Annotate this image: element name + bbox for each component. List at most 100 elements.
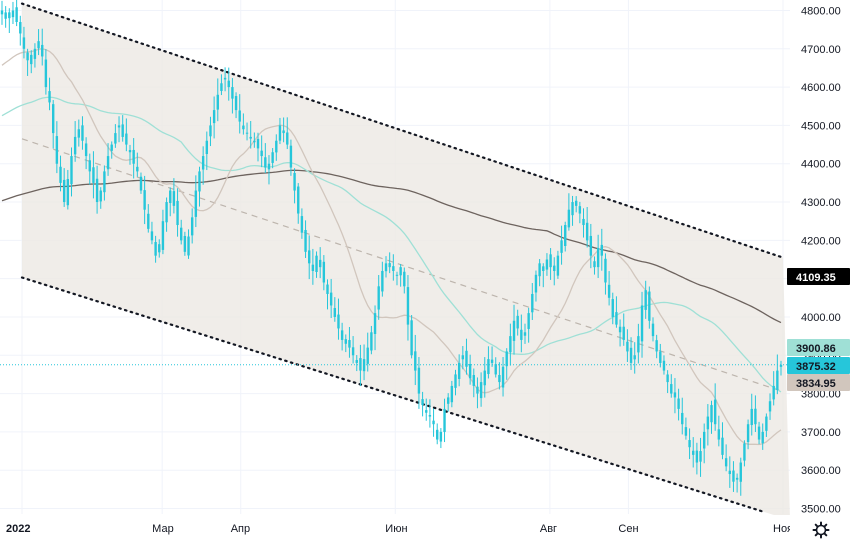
price-badges: 4109.35 3900.86 3875.32 3834.95 bbox=[787, 268, 850, 391]
candle bbox=[121, 115, 124, 142]
candles bbox=[0, 0, 783, 496]
candle-body bbox=[337, 314, 340, 329]
candle bbox=[505, 348, 508, 380]
x-axis[interactable]: 2022 Мар Апр Июн Авг Сен Ноя bbox=[0, 515, 850, 540]
x-tick-label: Мар bbox=[152, 523, 174, 535]
candle-body bbox=[260, 150, 263, 157]
candle bbox=[710, 400, 713, 434]
candle bbox=[238, 94, 241, 134]
candle bbox=[692, 437, 695, 468]
candle-body bbox=[209, 125, 212, 137]
candle-body bbox=[103, 171, 106, 193]
candle bbox=[139, 172, 143, 194]
candle bbox=[300, 208, 304, 239]
candle bbox=[114, 124, 117, 148]
candle-body bbox=[183, 235, 187, 252]
candle-body bbox=[505, 351, 508, 367]
candle-body bbox=[531, 293, 534, 313]
candle bbox=[604, 253, 607, 295]
candle bbox=[388, 252, 391, 274]
candle-body bbox=[44, 59, 48, 88]
candle-body bbox=[556, 255, 560, 276]
candle-body bbox=[443, 408, 446, 432]
candle bbox=[556, 250, 560, 279]
candle bbox=[487, 346, 490, 379]
candle-body bbox=[289, 145, 293, 168]
candle bbox=[132, 138, 135, 179]
candle-body bbox=[370, 332, 373, 351]
candle-body bbox=[125, 133, 128, 145]
candle bbox=[286, 117, 289, 150]
y-tick-label: 3500.00 bbox=[801, 504, 841, 516]
y-tick-label: 3800.00 bbox=[801, 389, 841, 401]
candle-body bbox=[479, 382, 483, 399]
candle-body bbox=[297, 186, 300, 214]
candle-body bbox=[161, 221, 165, 250]
candle-body bbox=[77, 129, 81, 138]
candle bbox=[158, 239, 161, 258]
y-tick-label: 4600.00 bbox=[801, 82, 841, 94]
candle-body bbox=[604, 258, 607, 283]
candle bbox=[260, 135, 263, 168]
candle bbox=[512, 304, 516, 355]
candle bbox=[84, 137, 88, 170]
candle-body bbox=[231, 87, 234, 99]
candle bbox=[103, 165, 106, 201]
y-tick-label: 3600.00 bbox=[801, 465, 841, 477]
candle-body bbox=[41, 44, 44, 57]
candle bbox=[278, 117, 282, 145]
price-badge-label: 3875.32 bbox=[796, 361, 836, 373]
candle-body bbox=[333, 308, 337, 317]
candle bbox=[761, 423, 764, 450]
candle bbox=[454, 369, 457, 396]
candle bbox=[428, 399, 432, 428]
candle bbox=[717, 415, 721, 447]
candle-body bbox=[114, 133, 117, 144]
candle-body bbox=[99, 190, 102, 202]
candle bbox=[176, 188, 179, 237]
candle-body bbox=[150, 231, 154, 241]
candle-body bbox=[512, 320, 516, 341]
candle-body bbox=[509, 336, 512, 353]
candle-body bbox=[750, 408, 753, 426]
candle-body bbox=[95, 178, 99, 203]
candle-body bbox=[428, 415, 432, 417]
gear-icon[interactable] bbox=[812, 521, 830, 539]
price-badge-bg bbox=[787, 268, 850, 285]
candle-body bbox=[417, 367, 421, 394]
candle bbox=[516, 309, 519, 336]
candle bbox=[640, 291, 644, 358]
candle-body bbox=[403, 271, 406, 287]
candle bbox=[355, 355, 358, 372]
candle bbox=[479, 372, 483, 407]
candle-body bbox=[520, 329, 523, 340]
candle bbox=[651, 317, 655, 342]
candle bbox=[600, 228, 603, 271]
price-badge: 3834.95 bbox=[787, 374, 850, 391]
candle bbox=[62, 168, 66, 207]
candle-body bbox=[637, 336, 640, 353]
candle bbox=[567, 193, 571, 231]
price-badge-bg bbox=[787, 374, 850, 391]
candle-body bbox=[59, 166, 62, 183]
candle-body bbox=[644, 290, 647, 310]
candle bbox=[695, 442, 699, 475]
candle bbox=[106, 143, 110, 176]
candle bbox=[220, 74, 223, 96]
candle bbox=[165, 197, 168, 232]
candle bbox=[399, 264, 402, 287]
candle bbox=[494, 357, 497, 378]
candle-body bbox=[472, 375, 475, 386]
candle-body bbox=[293, 172, 296, 191]
candle-body bbox=[373, 313, 377, 334]
candle-body bbox=[322, 261, 326, 283]
candle bbox=[154, 235, 157, 263]
candle bbox=[340, 322, 344, 351]
candle bbox=[348, 327, 351, 358]
candle bbox=[450, 380, 454, 408]
candle-body bbox=[223, 77, 227, 80]
candle-body bbox=[483, 370, 486, 386]
candle-body bbox=[344, 339, 347, 344]
candle bbox=[670, 374, 673, 398]
